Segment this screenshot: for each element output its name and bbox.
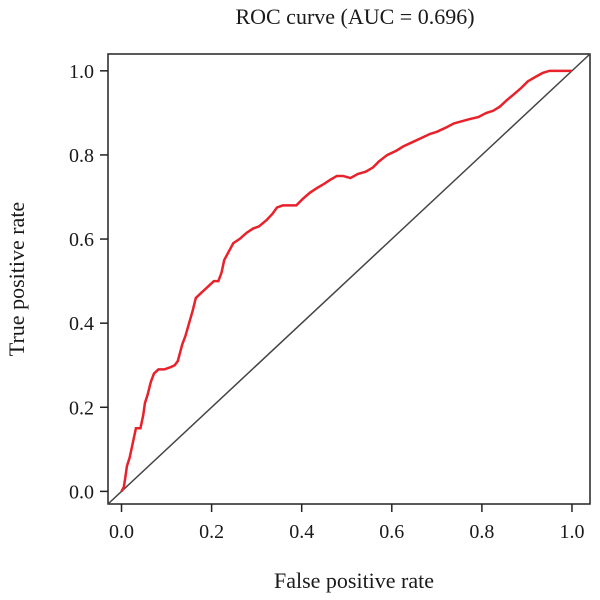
plot-frame <box>107 53 591 505</box>
x-tick-label: 1.0 <box>559 521 584 543</box>
y-axis-label: True positive rate <box>4 202 29 356</box>
y-tick-label: 0.6 <box>69 229 94 251</box>
chart-title: ROC curve (AUC = 0.696) <box>235 4 474 29</box>
x-tick-label: 0.2 <box>199 521 224 543</box>
y-tick-label: 0.2 <box>69 397 94 419</box>
x-tick-label: 0.8 <box>469 521 494 543</box>
y-tick-label: 0.8 <box>69 145 94 167</box>
x-tick-label: 0.0 <box>109 521 134 543</box>
y-tick-label: 0.0 <box>69 481 94 503</box>
x-axis-label: False positive rate <box>274 568 434 593</box>
diagonal-reference-line <box>107 53 591 505</box>
x-tick-label: 0.6 <box>379 521 404 543</box>
y-axis: 0.0 0.2 0.4 0.6 0.8 1.0 <box>69 61 108 503</box>
y-tick-label: 0.4 <box>69 313 94 335</box>
x-axis: 0.0 0.2 0.4 0.6 0.8 1.0 <box>109 504 584 543</box>
y-tick-label: 1.0 <box>69 61 94 83</box>
roc-curve-line <box>120 69 572 492</box>
x-tick-label: 0.4 <box>289 521 314 543</box>
